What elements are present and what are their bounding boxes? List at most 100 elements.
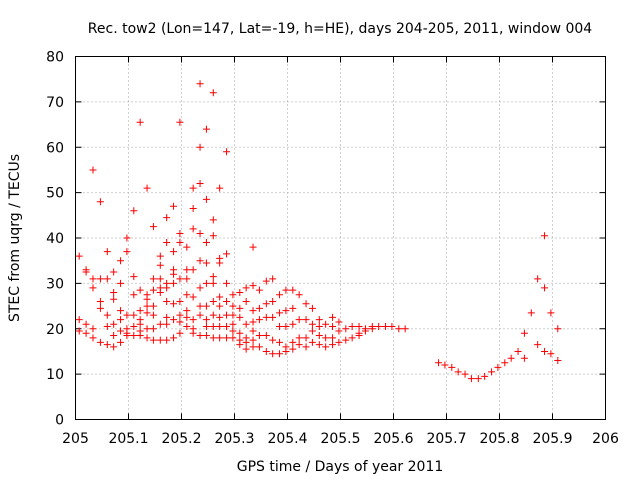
data-point [223,311,231,319]
data-point [149,223,157,231]
data-point [209,279,217,287]
data-point [202,259,210,267]
data-point [216,293,224,301]
data-point [435,359,443,367]
data-point [289,286,297,294]
data-point [289,345,297,353]
data-point [242,298,250,306]
data-point [196,143,204,151]
data-point [170,300,178,308]
data-point [348,334,356,342]
y-tick-label: 50 [46,186,64,202]
data-point [216,334,224,342]
data-point [163,284,171,292]
data-point [295,341,303,349]
data-point [163,214,171,222]
data-point [335,327,343,335]
data-point [96,298,104,306]
data-point [156,336,164,344]
y-tick-label: 70 [46,95,64,111]
data-point [229,291,237,299]
y-tick-label: 40 [46,231,64,247]
data-point [262,347,270,355]
data-point [209,232,217,240]
data-point [302,343,310,351]
data-point [103,248,111,256]
data-point [170,279,178,287]
data-point [196,229,204,237]
data-point [236,304,244,312]
data-point [149,325,157,333]
data-point [216,184,224,192]
data-point [143,184,151,192]
data-point [176,311,184,319]
data-point [123,311,131,319]
data-point [249,318,257,326]
data-point [322,320,330,328]
data-point [89,275,97,283]
data-point [216,259,224,267]
data-point [308,338,316,346]
data-point [130,322,138,330]
data-point [163,239,171,247]
data-point [236,341,244,349]
data-point [156,320,164,328]
data-point [289,320,297,328]
data-point [170,316,178,324]
data-point [209,311,217,319]
data-point [276,338,284,346]
data-point [269,298,277,306]
data-point [117,279,125,287]
y-tick-label: 60 [46,140,64,156]
data-point [229,320,237,328]
data-point [229,302,237,310]
y-tick-label: 30 [46,276,64,292]
data-point [236,329,244,337]
data-point [183,291,191,299]
data-point [130,291,138,299]
data-point [488,368,496,376]
data-point [209,334,217,342]
data-point [295,291,303,299]
data-point [96,198,104,206]
data-point [547,309,555,317]
data-point [520,329,528,337]
data-point [75,316,83,324]
y-tick-label: 0 [55,413,64,429]
data-point [196,302,204,310]
data-point [149,302,157,310]
data-point [315,316,323,324]
data-point [223,322,231,330]
data-point [282,347,290,355]
data-point [123,332,131,340]
data-point [342,336,350,344]
data-point [216,302,224,310]
y-tick-label: 10 [46,367,64,383]
data-point [183,322,191,330]
data-point [329,334,337,342]
x-tick-label: 205.7 [426,431,466,447]
data-point [189,205,197,213]
data-point [355,332,363,340]
y-tick-label: 20 [46,322,64,338]
x-tick-label: 205.4 [267,431,307,447]
data-point [547,350,555,358]
data-point [308,304,316,312]
data-point [335,318,343,326]
data-point [136,320,144,328]
data-point [176,298,184,306]
data-point [196,311,204,319]
data-point [176,239,184,247]
data-points [75,80,562,383]
data-point [149,286,157,294]
data-point [249,243,257,251]
data-point [302,300,310,308]
data-point [156,252,164,260]
data-point [110,343,118,351]
data-point [494,363,502,371]
data-point [130,311,138,319]
data-point [467,375,475,383]
data-point [123,234,131,242]
data-point [183,275,191,283]
